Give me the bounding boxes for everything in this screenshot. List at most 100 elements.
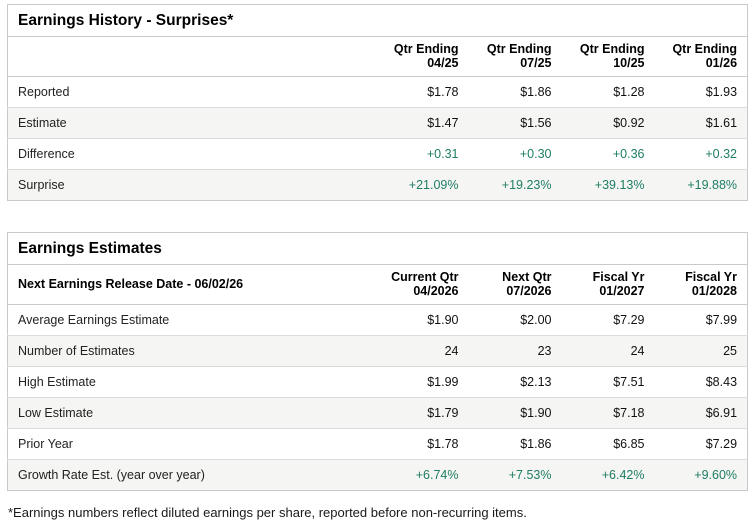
cell-value: $1.86: [520, 85, 552, 99]
cell-value: $7.29: [705, 437, 738, 451]
earnings-history-column-header-1: Qtr Ending 07/25: [468, 36, 562, 77]
cell-value: +0.31: [426, 147, 459, 161]
row-label: Average Earnings Estimate: [18, 313, 170, 327]
row-label: Reported: [18, 85, 70, 99]
row-label: Prior Year: [18, 437, 73, 451]
earnings-history-column-header-line1: Qtr Ending: [486, 42, 552, 56]
earnings-history-column-header-0: Qtr Ending 04/25: [375, 36, 469, 77]
row-label: Growth Rate Est. (year over year): [18, 468, 205, 482]
earnings-estimates-header-row: Next Earnings Release Date - 06/02/26 Cu…: [7, 264, 748, 305]
earnings-estimates-column-header-1: Next Qtr 07/2026: [468, 264, 562, 305]
earnings-history-title: Earnings History - Surprises*: [7, 4, 748, 37]
earnings-estimates-body: Average Earnings Estimate $1.90 $2.00 $7.29…: [7, 305, 748, 491]
earnings-estimates-section: Earnings Estimates Next Earnings Release…: [7, 232, 755, 491]
cell-value: +6.42%: [601, 468, 645, 482]
earnings-history-column-header-3: Qtr Ending 01/26: [654, 36, 748, 77]
table-row: Difference +0.31 +0.30 +0.36 +0.32: [7, 138, 748, 170]
cell-value: $1.47: [427, 116, 459, 130]
table-row: Growth Rate Est. (year over year) +6.74% +…: [7, 459, 748, 491]
cell-value: $7.29: [613, 313, 645, 327]
table-row: Reported $1.78 $1.86 $1.28 $1.93: [8, 77, 748, 108]
table-row: Prior Year $1.78 $1.86 $6.85 $7.29: [7, 428, 748, 460]
cell-value: +19.23%: [501, 178, 552, 192]
row-label: Difference: [18, 147, 75, 161]
cell-value: $1.28: [613, 85, 645, 99]
earnings-history-column-header-2: Qtr Ending 10/25: [561, 36, 655, 77]
cell-value: +39.13%: [594, 178, 645, 192]
cell-value: $1.78: [427, 85, 459, 99]
cell-value: $6.85: [613, 437, 645, 451]
earnings-estimates-column-header-2: Fiscal Yr 01/2027: [561, 264, 655, 305]
earnings-history-column-header-line2: 01/26: [705, 56, 738, 70]
cell-value: $1.61: [705, 116, 738, 130]
earnings-estimates-column-header-line2: 04/2026: [413, 284, 459, 298]
earnings-history-column-header-line1: Qtr Ending: [672, 42, 738, 56]
earnings-history-column-header-line1: Qtr Ending: [393, 42, 459, 56]
table-row: Surprise +21.09% +19.23% +39.13% +19.88%: [7, 169, 748, 201]
cell-value: $8.43: [705, 375, 738, 389]
cell-value: +0.36: [612, 147, 645, 161]
earnings-history-header-row: Qtr Ending 04/25 Qtr Ending 07/25 Qtr Ending…: [7, 36, 748, 77]
cell-value: $1.56: [520, 116, 552, 130]
table-row: Estimate $1.47 $1.56 $0.92 $1.61: [7, 107, 748, 139]
earnings-history-header-spacer: [7, 36, 376, 77]
earnings-estimates-column-header-line1: Fiscal Yr: [592, 270, 645, 284]
cell-value: +19.88%: [687, 178, 738, 192]
earnings-history-title-row: Earnings History - Surprises*: [7, 4, 748, 37]
earnings-footnote: *Earnings numbers reflect diluted earnin…: [8, 505, 527, 520]
cell-value: $1.93: [705, 85, 738, 99]
cell-value: $1.90: [520, 406, 552, 420]
earnings-estimates-column-header-0: Current Qtr 04/2026: [375, 264, 469, 305]
cell-value: $1.86: [520, 437, 552, 451]
cell-value: 24: [630, 344, 645, 358]
earnings-estimates-column-header-3: Fiscal Yr 01/2028: [654, 264, 748, 305]
earnings-estimates-column-header-line1: Current Qtr: [391, 270, 459, 284]
next-earnings-release-date-label: Next Earnings Release Date - 06/02/26: [7, 264, 376, 305]
earnings-history-section: Earnings History - Surprises* Qtr Ending…: [7, 4, 755, 201]
row-label: High Estimate: [18, 375, 96, 389]
cell-value: +7.53%: [508, 468, 552, 482]
cell-value: $1.90: [427, 313, 459, 327]
earnings-estimates-column-header-line2: 01/2028: [691, 284, 738, 298]
cell-value: 24: [444, 344, 459, 358]
earnings-history-body: Reported $1.78 $1.86 $1.28 $1.93 Estimate $1.4…: [7, 77, 748, 201]
cell-value: $0.92: [613, 116, 645, 130]
table-row: Average Earnings Estimate $1.90 $2.00 $7.29…: [8, 305, 748, 336]
earnings-history-column-header-line2: 10/25: [613, 56, 645, 70]
cell-value: +9.60%: [694, 468, 738, 482]
earnings-history-column-header-line2: 07/25: [520, 56, 552, 70]
earnings-estimates-column-header-line2: 01/2027: [599, 284, 645, 298]
cell-value: +6.74%: [415, 468, 459, 482]
earnings-history-column-header-line1: Qtr Ending: [579, 42, 645, 56]
earnings-history-column-header-line2: 04/25: [427, 56, 459, 70]
earnings-estimates-column-header-line1: Fiscal Yr: [685, 270, 738, 284]
cell-value: $1.78: [427, 437, 459, 451]
table-row: Low Estimate $1.79 $1.90 $7.18 $6.91: [7, 397, 748, 429]
earnings-estimates-title: Earnings Estimates: [7, 232, 748, 265]
cell-value: $1.79: [427, 406, 459, 420]
earnings-history-table: Earnings History - Surprises* Qtr Ending…: [7, 4, 749, 201]
table-row: High Estimate $1.99 $2.13 $7.51 $8.43: [7, 366, 748, 398]
cell-value: +21.09%: [408, 178, 459, 192]
cell-value: $7.51: [613, 375, 645, 389]
cell-value: $2.13: [520, 375, 552, 389]
row-label: Surprise: [18, 178, 65, 192]
earnings-estimates-column-header-line2: 07/2026: [506, 284, 552, 298]
row-label: Estimate: [18, 116, 67, 130]
earnings-estimates-title-row: Earnings Estimates: [7, 232, 748, 265]
cell-value: 23: [537, 344, 552, 358]
cell-value: $7.99: [705, 313, 738, 327]
earnings-estimates-column-header-line1: Next Qtr: [502, 270, 552, 284]
table-row: Number of Estimates 24 23 24 25: [7, 335, 748, 367]
row-label: Number of Estimates: [18, 344, 135, 358]
cell-value: $1.99: [427, 375, 459, 389]
cell-value: +0.32: [705, 147, 738, 161]
cell-value: $2.00: [520, 313, 552, 327]
cell-value: $7.18: [613, 406, 645, 420]
cell-value: $6.91: [705, 406, 738, 420]
earnings-estimates-table: Earnings Estimates Next Earnings Release…: [7, 232, 749, 491]
row-label: Low Estimate: [18, 406, 94, 420]
cell-value: +0.30: [519, 147, 552, 161]
cell-value: 25: [723, 344, 738, 358]
